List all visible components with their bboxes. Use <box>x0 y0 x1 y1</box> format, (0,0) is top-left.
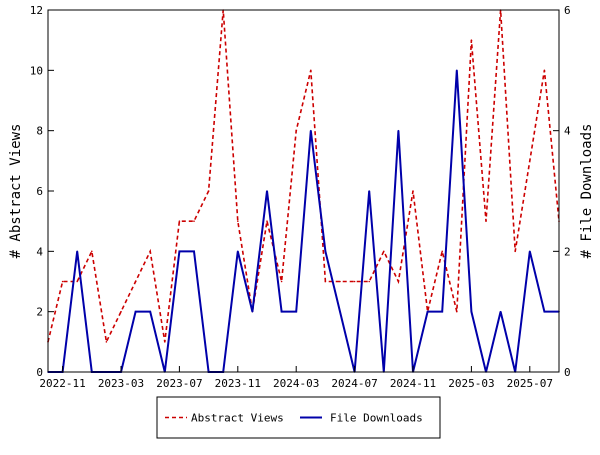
data-point-abstract-views <box>368 280 371 283</box>
data-point-file-downloads <box>499 310 502 313</box>
data-point-abstract-views <box>383 250 385 253</box>
y-left-tick-label: 12 <box>30 4 43 17</box>
data-point-file-downloads <box>178 250 181 253</box>
data-point-abstract-views <box>149 250 151 253</box>
data-point-abstract-views <box>441 250 444 253</box>
y-right-tick-label: 4 <box>564 125 571 138</box>
y-left-tick-label: 8 <box>36 125 43 138</box>
data-point-abstract-views <box>178 220 181 222</box>
data-point-abstract-views <box>61 280 64 283</box>
y-left-tick-label: 4 <box>36 245 43 258</box>
data-point-file-downloads <box>251 310 254 313</box>
data-point-abstract-views <box>529 160 531 162</box>
data-point-abstract-views <box>324 280 327 283</box>
data-point-file-downloads <box>280 310 283 313</box>
x-tick-label: 2024-07 <box>331 377 377 390</box>
data-point-abstract-views <box>120 310 122 313</box>
x-tick-label: 2023-11 <box>215 377 261 390</box>
series-line-file-downloads <box>48 70 559 373</box>
x-tick-label: 2024-03 <box>273 377 319 390</box>
x-tick-label: 2024-11 <box>390 377 436 390</box>
y-right-axis-title: # File Downloads <box>579 124 595 259</box>
data-point-abstract-views <box>543 69 546 72</box>
plot-background <box>48 10 559 372</box>
data-point-file-downloads <box>324 250 327 253</box>
axes-layer: 0 2 4 6 8 10 12 0 2 4 6 2022-11 2023-03 2023-07 2023-1… <box>8 4 595 390</box>
data-point-file-downloads <box>134 310 137 313</box>
y-right-tick-label: 0 <box>564 366 571 379</box>
data-point-file-downloads <box>397 129 400 132</box>
data-point-abstract-views <box>353 280 356 283</box>
data-point-abstract-views <box>339 280 341 283</box>
data-point-file-downloads <box>193 250 195 253</box>
data-point-file-downloads <box>76 250 78 253</box>
y-left-tick-label: 0 <box>36 366 43 379</box>
data-point-abstract-views <box>76 280 78 283</box>
data-point-abstract-views <box>310 69 312 72</box>
x-tick-label: 2025-07 <box>507 377 553 390</box>
data-point-abstract-views <box>134 280 137 283</box>
data-point-abstract-views <box>266 220 268 222</box>
data-point-file-downloads <box>470 310 473 313</box>
legend-label-abstract-views: Abstract Views <box>191 412 284 425</box>
y-right-tick-label: 2 <box>564 245 571 258</box>
data-point-file-downloads <box>237 250 239 253</box>
data-point-abstract-views <box>164 341 166 343</box>
data-point-abstract-views <box>485 220 487 222</box>
data-point-abstract-views <box>412 190 414 192</box>
data-point-file-downloads <box>529 250 531 253</box>
data-point-abstract-views <box>397 280 400 283</box>
data-point-file-downloads <box>149 310 151 313</box>
y-right-tick-label: 6 <box>564 4 571 17</box>
x-tick-label: 2023-03 <box>98 377 144 390</box>
y-left-tick-label: 2 <box>36 306 43 319</box>
data-point-abstract-views <box>295 129 298 132</box>
data-point-file-downloads <box>441 310 444 313</box>
data-point-abstract-views <box>193 220 195 222</box>
data-point-abstract-views <box>456 310 458 313</box>
legend-label-file-downloads: File Downloads <box>330 412 423 425</box>
plot-area <box>48 10 559 372</box>
data-point-file-downloads <box>368 190 371 192</box>
data-point-abstract-views <box>470 39 473 41</box>
x-tick-label: 2022-11 <box>39 377 85 390</box>
data-point-file-downloads <box>426 310 429 313</box>
data-point-file-downloads <box>310 129 312 132</box>
data-point-file-downloads <box>295 310 298 313</box>
y-left-axis-title: # Abstract Views <box>8 124 24 259</box>
data-point-abstract-views <box>237 220 239 222</box>
data-point-file-downloads <box>266 190 268 192</box>
data-point-abstract-views <box>91 250 93 253</box>
data-point-abstract-views <box>105 341 108 343</box>
y-left-tick-label: 10 <box>30 64 43 77</box>
legend-box <box>156 396 441 439</box>
data-point-abstract-views <box>514 250 516 253</box>
data-point-file-downloads <box>543 310 546 313</box>
data-point-abstract-views <box>280 280 283 283</box>
x-tick-label: 2023-07 <box>156 377 202 390</box>
y-left-tick-label: 6 <box>36 185 43 198</box>
data-point-file-downloads <box>339 310 341 313</box>
x-tick-label: 2025-03 <box>448 377 494 390</box>
legend: Abstract Views File Downloads <box>156 396 441 439</box>
data-point-abstract-views <box>207 190 210 192</box>
data-point-file-downloads <box>456 69 458 72</box>
